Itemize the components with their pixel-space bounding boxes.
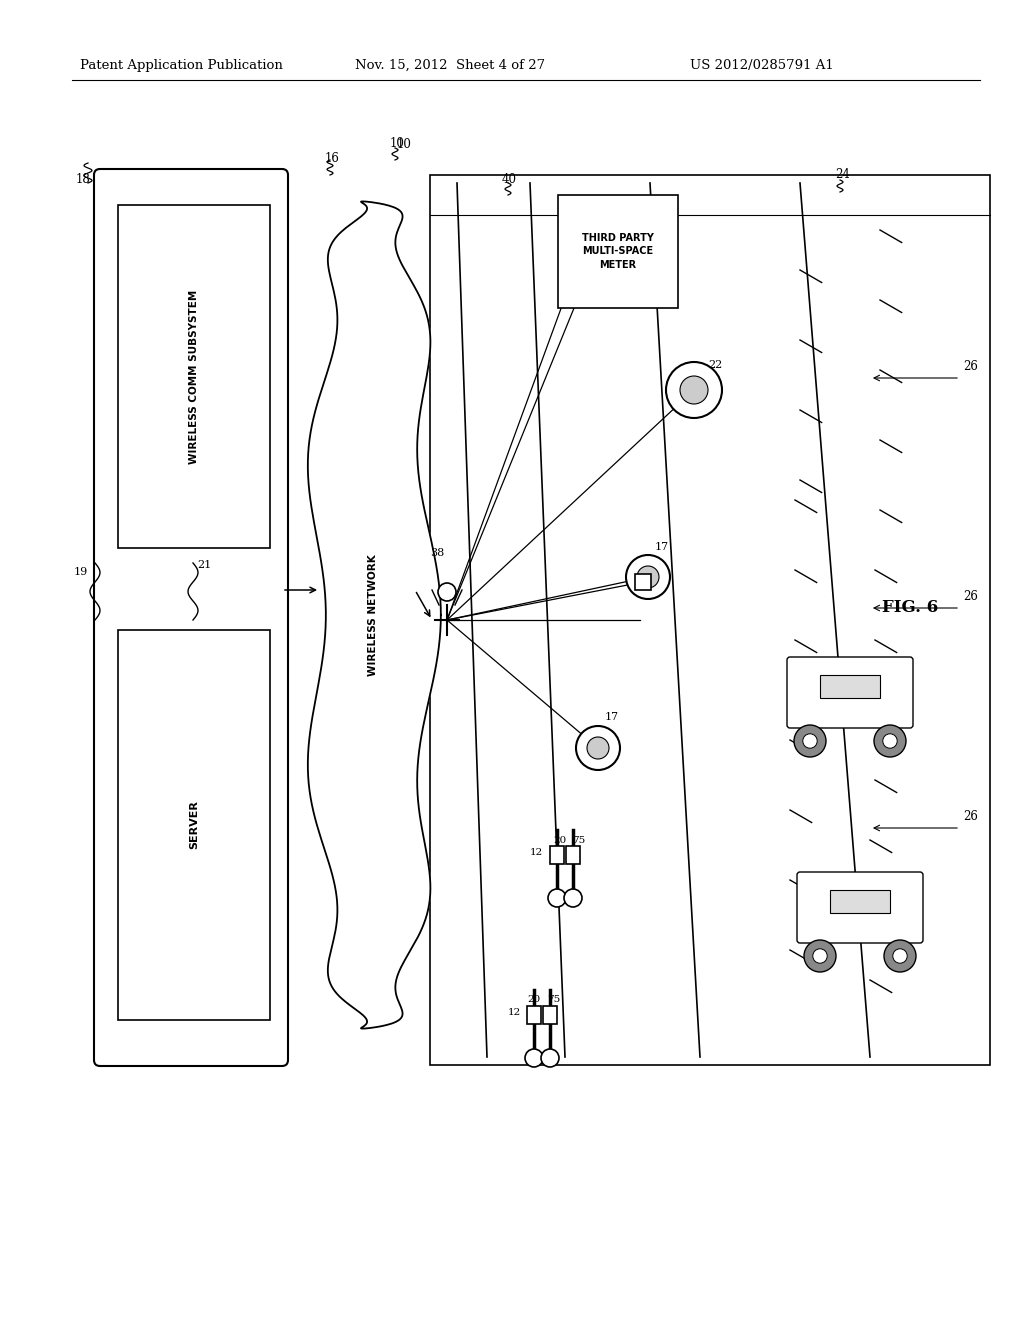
Bar [820, 676, 880, 698]
Bar [118, 205, 270, 548]
Bar [830, 890, 890, 913]
Circle shape [564, 888, 582, 907]
Text: 10: 10 [397, 139, 412, 150]
Circle shape [884, 940, 916, 972]
Text: 17: 17 [605, 711, 620, 722]
Text: 40: 40 [502, 173, 517, 186]
Circle shape [804, 940, 836, 972]
Circle shape [525, 1049, 543, 1067]
FancyBboxPatch shape [94, 169, 288, 1067]
Text: 75: 75 [572, 836, 586, 845]
Text: THIRD PARTY
MULTI-SPACE
METER: THIRD PARTY MULTI-SPACE METER [582, 234, 654, 269]
Text: Patent Application Publication: Patent Application Publication [80, 58, 283, 71]
Circle shape [794, 725, 826, 756]
Text: 26: 26 [963, 810, 978, 822]
Text: 21: 21 [197, 560, 211, 570]
Text: 26: 26 [963, 360, 978, 374]
Bar [543, 1006, 557, 1024]
Circle shape [883, 734, 897, 748]
Text: 22: 22 [708, 360, 722, 370]
Text: 20: 20 [553, 836, 566, 845]
Circle shape [803, 734, 817, 748]
Text: 26: 26 [963, 590, 978, 603]
Circle shape [637, 566, 659, 587]
Circle shape [541, 1049, 559, 1067]
Circle shape [893, 949, 907, 964]
Text: US 2012/0285791 A1: US 2012/0285791 A1 [690, 58, 834, 71]
Text: 19: 19 [74, 568, 88, 577]
Circle shape [666, 362, 722, 418]
Text: 16: 16 [325, 152, 340, 165]
Text: Nov. 15, 2012  Sheet 4 of 27: Nov. 15, 2012 Sheet 4 of 27 [355, 58, 545, 71]
Text: SERVER: SERVER [189, 800, 199, 850]
Text: 20: 20 [527, 995, 541, 1005]
Bar [118, 630, 270, 1020]
Bar [635, 574, 651, 590]
Text: 12: 12 [508, 1008, 521, 1016]
Bar [558, 195, 678, 308]
FancyBboxPatch shape [787, 657, 913, 729]
Text: 24: 24 [835, 168, 850, 181]
Circle shape [548, 888, 566, 907]
Bar [550, 846, 564, 865]
Circle shape [438, 583, 456, 601]
FancyBboxPatch shape [797, 873, 923, 942]
Text: 75: 75 [547, 995, 560, 1005]
Circle shape [813, 949, 827, 964]
Text: 17: 17 [655, 543, 669, 552]
Bar [566, 846, 580, 865]
Circle shape [575, 726, 620, 770]
Text: FIG. 6: FIG. 6 [882, 598, 938, 615]
Text: 12: 12 [530, 847, 544, 857]
Text: WIRELESS NETWORK: WIRELESS NETWORK [368, 554, 378, 676]
Bar [527, 1006, 541, 1024]
Text: 38: 38 [430, 548, 444, 558]
Text: 18: 18 [76, 173, 91, 186]
Bar [430, 176, 990, 1065]
Circle shape [680, 376, 708, 404]
Circle shape [587, 737, 609, 759]
Text: 10: 10 [390, 137, 404, 150]
Circle shape [874, 725, 906, 756]
Circle shape [626, 554, 670, 599]
Polygon shape [308, 202, 441, 1028]
Text: WIRELESS COMM SUBSYSTEM: WIRELESS COMM SUBSYSTEM [189, 289, 199, 463]
